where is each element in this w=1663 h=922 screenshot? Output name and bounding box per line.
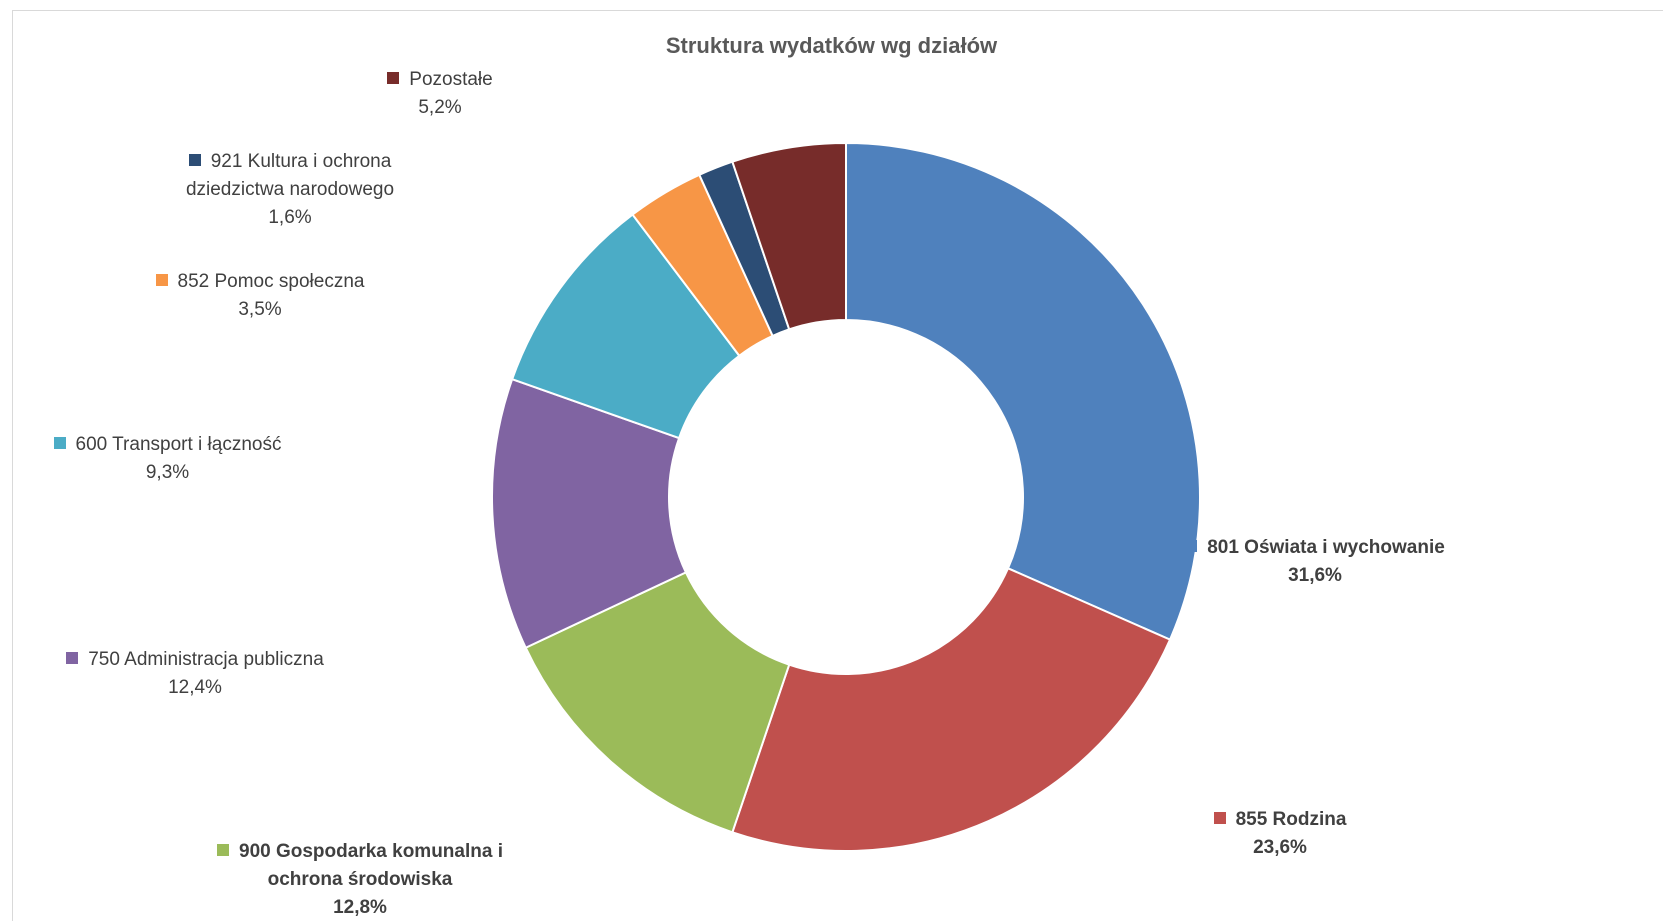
label-swatch (66, 651, 79, 664)
data-label-value: 12,4% (168, 677, 222, 698)
data-label-900: 900 Gospodarka komunalna i ochrona środo… (190, 838, 530, 922)
label-swatch (387, 71, 400, 84)
data-label-value: 31,6% (1288, 565, 1342, 586)
data-label-750: 750 Administracja publiczna 12,4% (30, 646, 360, 702)
label-swatch (155, 273, 168, 286)
chart-area (12, 10, 1663, 921)
data-label-value: 3,5% (238, 299, 282, 320)
donut-slice (491, 377, 688, 650)
data-label-855: 855 Rodzina 23,6% (1195, 806, 1365, 862)
label-swatch (217, 843, 229, 856)
donut-slice (731, 566, 1172, 852)
data-label-600: 600 Transport i łączność 9,3% (35, 431, 300, 487)
data-label-value: 1,6% (268, 207, 312, 228)
data-label-value: 12,8% (333, 897, 387, 918)
data-label-value: 5,2% (418, 97, 462, 118)
chart-title: Struktura wydatków wg działów (665, 33, 998, 58)
label-swatch (1213, 811, 1226, 824)
data-label-pozostale: Pozostałe 5,2% (365, 66, 515, 122)
donut-slice (731, 141, 847, 331)
data-label-921: 921 Kultura i ochrona dziedzictwa narodo… (140, 148, 440, 232)
label-swatch (188, 153, 201, 166)
donut-slice (524, 571, 791, 834)
label-swatch (53, 436, 66, 449)
data-label-852: 852 Pomoc społeczna 3,5% (125, 268, 395, 324)
label-swatch (1185, 539, 1198, 552)
data-label-value: 23,6% (1253, 837, 1307, 858)
data-label-value: 9,3% (145, 462, 190, 483)
donut-slice (845, 141, 1201, 641)
data-label-801: 801 Oświata i wychowanie 31,6% (1150, 534, 1480, 590)
